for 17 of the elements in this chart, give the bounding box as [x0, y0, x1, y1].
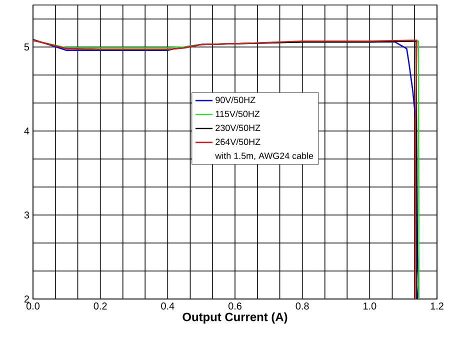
x-tick-label: 0.8 — [296, 302, 309, 310]
x-tick-label: 1.2 — [430, 302, 444, 310]
x-tick-label: 0.6 — [228, 302, 242, 310]
legend-label: 230V/50HZ — [216, 124, 260, 132]
legend-label: 115V/50HZ — [216, 110, 260, 118]
x-tick-label: 1.0 — [364, 302, 376, 310]
y-tick-label: 2 — [24, 296, 29, 302]
y-tick-label: 5 — [24, 44, 30, 50]
legend-label: 264V/50HZ — [216, 138, 260, 146]
x-tick-label: 0.2 — [94, 302, 107, 310]
x-tick-label: 0.4 — [161, 302, 174, 310]
x-axis-title: Output Current (A) — [182, 312, 288, 324]
y-tick-label: 4 — [24, 128, 30, 134]
y-tick-label: 3 — [24, 211, 30, 219]
x-tick-label: 0.0 — [26, 302, 40, 310]
annotation: with 1.5m, AWG24 cable — [215, 152, 314, 160]
legend-label: 90V/50HZ — [216, 96, 256, 104]
